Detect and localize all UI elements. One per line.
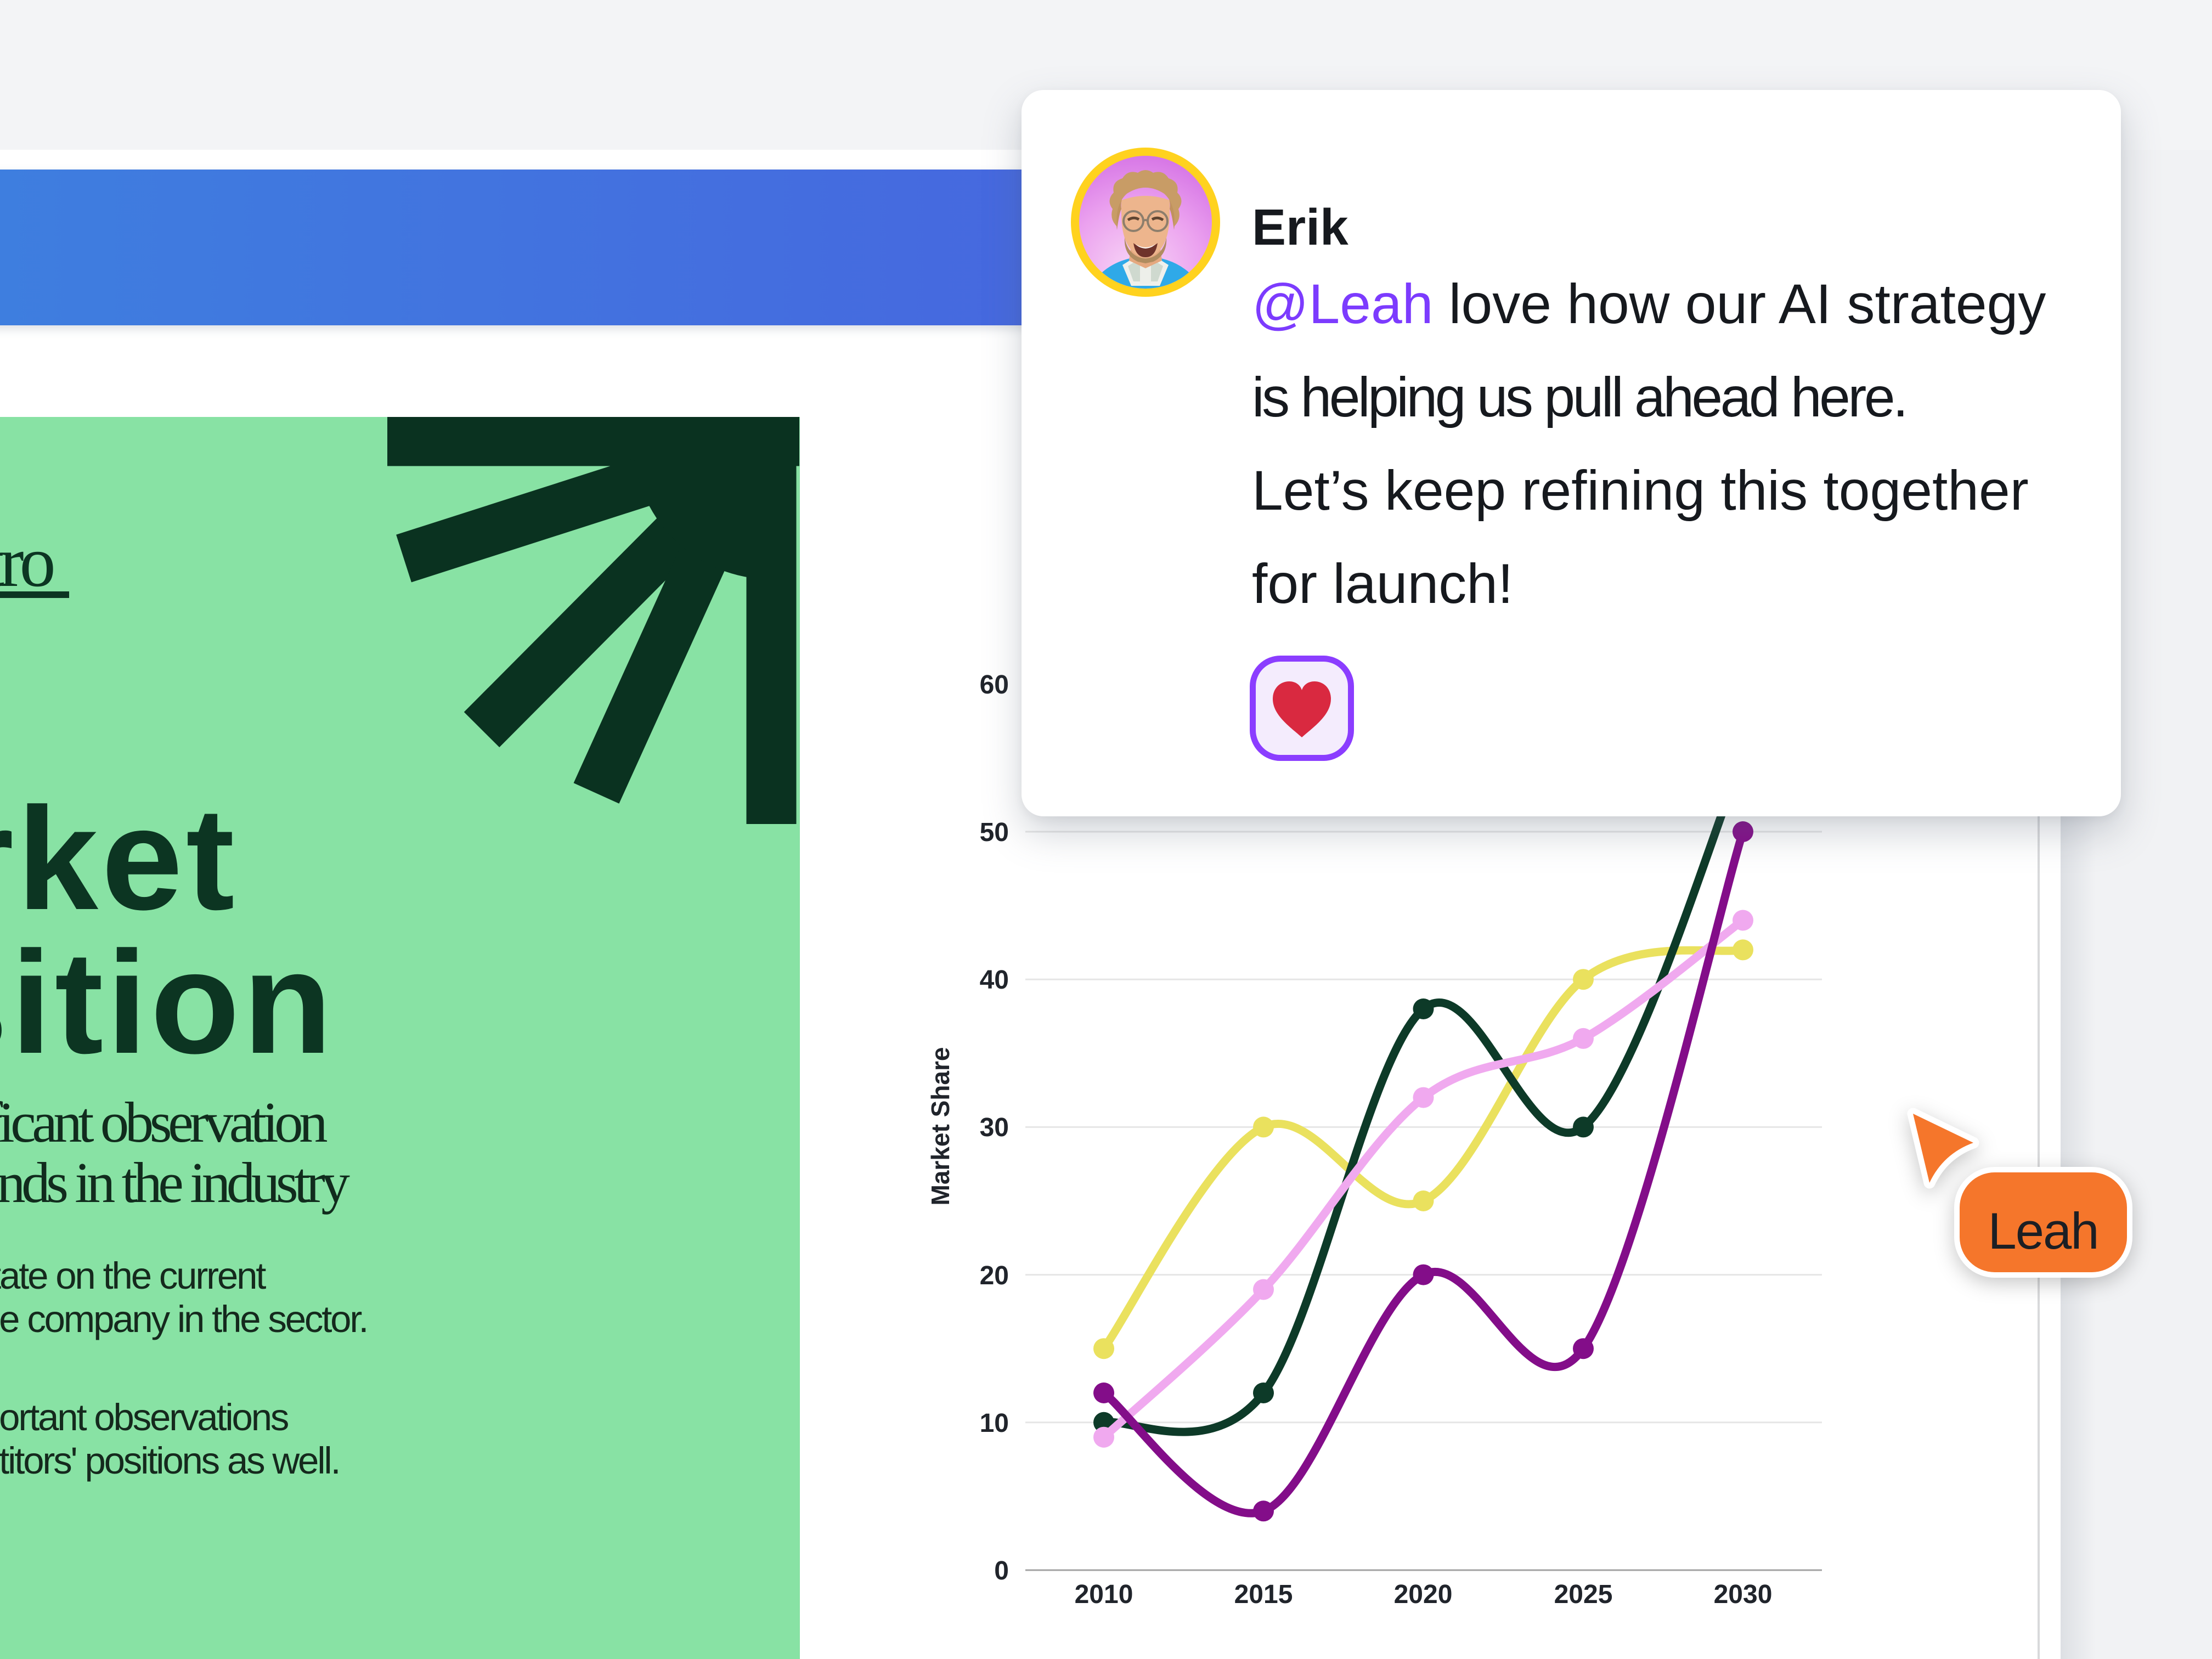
svg-text:Leah: Leah: [1988, 1202, 2098, 1260]
svg-text:10: 10: [980, 1409, 1009, 1438]
svg-text:50: 50: [980, 818, 1009, 847]
svg-text:2010: 2010: [1075, 1580, 1133, 1609]
svg-text:2015: 2015: [1234, 1580, 1293, 1609]
svg-text:Market Share: Market Share: [926, 1047, 955, 1206]
svg-text:60: 60: [980, 670, 1009, 699]
svg-text:0: 0: [994, 1556, 1009, 1585]
svg-text:40: 40: [980, 966, 1009, 995]
svg-text:2020: 2020: [1394, 1580, 1453, 1609]
svg-text:30: 30: [980, 1113, 1009, 1142]
svg-text:20: 20: [980, 1261, 1009, 1290]
svg-text:2030: 2030: [1714, 1580, 1773, 1609]
svg-text:2025: 2025: [1554, 1580, 1613, 1609]
